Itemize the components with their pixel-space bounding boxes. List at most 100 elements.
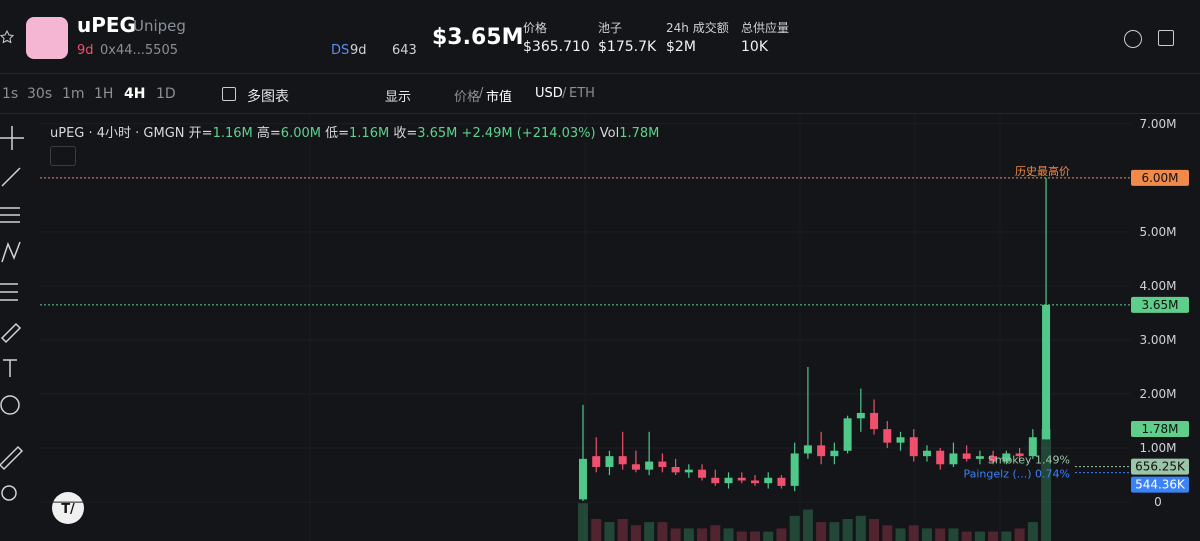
volume-bar: [697, 528, 708, 541]
token-name: Unipeg: [133, 17, 186, 35]
candle-body: [631, 464, 640, 470]
volume-bar: [683, 528, 694, 541]
candle-body: [671, 466, 680, 473]
y-tick-label: 2.00M: [1139, 387, 1176, 401]
low-value: 1.16M: [349, 126, 390, 141]
volume-bar: [974, 531, 985, 541]
interval-button[interactable]: 30s: [27, 86, 53, 102]
price-toggle[interactable]: 价格: [454, 90, 481, 105]
candle-body: [896, 437, 905, 443]
prediction-tool: [0, 283, 18, 301]
volume-bar: [895, 528, 906, 541]
candle-body: [579, 458, 587, 500]
price-tag: [1131, 476, 1189, 493]
stat-label: 总供应量: [741, 21, 790, 35]
fib-tool: [0, 207, 20, 223]
brush-tool: [0, 322, 22, 344]
usd-toggle[interactable]: USD: [535, 86, 563, 101]
candle-body: [1042, 304, 1051, 440]
volume-bar: [1041, 428, 1052, 541]
candle-body: [817, 445, 826, 457]
ds-age: 9d: [350, 43, 367, 58]
volume-bar: [657, 522, 668, 541]
stat-value: $175.7K: [598, 39, 657, 55]
toolbar: 1s 30s 1m 1H 4H 1D 多图表 显示 价格 / 市值 USD / ETH: [0, 74, 1200, 114]
text-tool: [3, 359, 17, 377]
candle-body: [737, 477, 746, 481]
vol-label: Vol: [599, 126, 620, 141]
candle-body: [618, 456, 627, 465]
volume-bar: [710, 525, 721, 541]
candle-body: [856, 412, 865, 419]
volume-bar: [869, 518, 880, 541]
low-label: 低=: [325, 126, 350, 141]
stat-value: 10K: [741, 39, 768, 55]
y-tick-label: 4.00M: [1139, 279, 1176, 293]
y-tick-label: 1.00M: [1139, 441, 1176, 455]
price-tag-label: 1.78M: [1141, 422, 1178, 436]
candle-body: [592, 456, 601, 467]
multi-chart[interactable]: 多图表: [247, 89, 289, 105]
layout-button[interactable]: [1158, 30, 1174, 46]
vol-value: 1.78M: [619, 126, 660, 141]
interval-button[interactable]: 1s: [2, 86, 19, 102]
volume-bar: [1027, 522, 1038, 541]
views: 643: [392, 43, 417, 58]
y-tick-label: 0: [1154, 495, 1162, 509]
volume-bar: [736, 531, 747, 541]
candle-body: [870, 412, 879, 430]
volume-bar: [578, 503, 588, 541]
zoom-tool: [1, 485, 17, 501]
interval-button[interactable]: 1H: [94, 86, 114, 102]
y-tick-label: 5.00M: [1139, 225, 1176, 239]
volume-bar: [1014, 528, 1025, 541]
line-tool: [1, 167, 21, 187]
tv-logo: [52, 492, 84, 524]
ruler-tool: [0, 445, 24, 471]
alarm-button[interactable]: [1124, 30, 1142, 48]
header: uPEG Unipeg 9d 0x44...5505 DS 9d 643 $3.…: [0, 0, 1200, 74]
ds-label: DS: [331, 43, 350, 58]
volume-bar: [842, 518, 853, 541]
star-icon[interactable]: [0, 30, 14, 44]
stat-label: 池子: [598, 21, 623, 35]
price-tag-label: 3.65M: [1141, 298, 1178, 312]
candle-body: [803, 445, 812, 454]
volume-bar: [723, 528, 734, 541]
y-tick-label: 3.00M: [1139, 333, 1176, 347]
price-tag: [1131, 458, 1189, 475]
candle-body: [975, 456, 984, 459]
token-logo: [26, 17, 68, 59]
price-tag-label: 544.36K: [1135, 478, 1186, 492]
interval-button[interactable]: 1D: [156, 86, 176, 102]
tv-logo-mark: T/: [61, 502, 75, 517]
display-menu[interactable]: 显示: [385, 90, 412, 105]
mcap-toggle[interactable]: 市值: [486, 90, 513, 105]
eth-toggle[interactable]: ETH: [569, 86, 595, 101]
volume-bar: [802, 509, 813, 541]
candle-body: [922, 450, 931, 457]
legend-collapse[interactable]: [50, 146, 76, 166]
candle-body: [883, 429, 892, 443]
candle-body: [645, 461, 654, 470]
volume-bar: [988, 531, 999, 541]
address[interactable]: 0x44...5505: [100, 43, 178, 58]
legend-title: uPEG · 4小时 · GMGN: [50, 126, 185, 141]
candle-body: [790, 453, 799, 486]
candle-body: [684, 469, 693, 473]
price-tag: [1131, 296, 1189, 313]
candle-body: [698, 469, 707, 478]
interval-button[interactable]: 4H: [124, 86, 146, 102]
interval-button[interactable]: 1m: [62, 86, 85, 102]
volume-bar: [591, 518, 602, 541]
symbol: uPEG: [77, 13, 136, 37]
checkbox[interactable]: [222, 87, 236, 101]
crosshair-tool: [0, 126, 24, 150]
volume-bar: [882, 525, 893, 541]
pattern-tool: [1, 241, 21, 263]
volume-bar: [789, 515, 800, 541]
candle-body: [1028, 437, 1037, 457]
stat-label: 价格: [523, 21, 548, 35]
